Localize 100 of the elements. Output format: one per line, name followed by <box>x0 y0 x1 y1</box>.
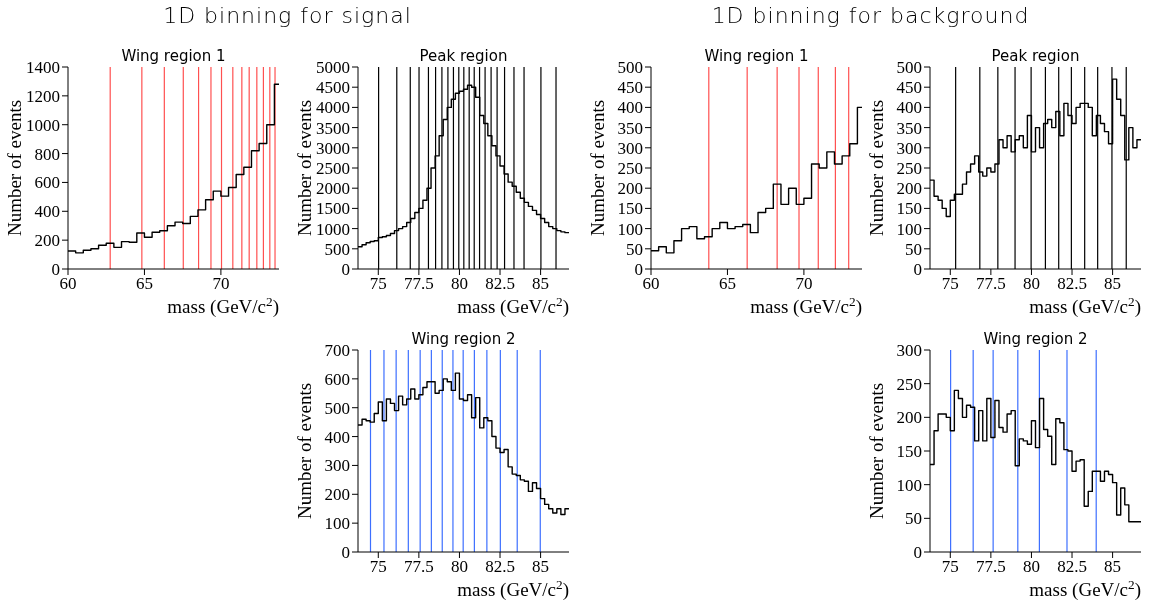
y-tick-label: 250 <box>896 159 922 179</box>
y-tick-label: 350 <box>617 118 643 138</box>
x-tick-label: 60 <box>642 274 660 294</box>
x-tick-label: 65 <box>135 274 153 294</box>
x-tick-label: 82.5 <box>1057 557 1087 577</box>
y-tick-label: 200 <box>324 485 350 505</box>
x-tick-label: 80 <box>450 557 468 577</box>
x-tick-label: 77.5 <box>975 557 1006 577</box>
y-tick-label: 450 <box>617 78 643 98</box>
x-tick-label: 65 <box>718 274 736 294</box>
y-tick-label: 0 <box>634 260 643 280</box>
y-tick-label: 0 <box>341 543 350 563</box>
y-tick-label: 400 <box>617 98 643 118</box>
x-tick-label: 75 <box>369 557 387 577</box>
y-tick-label: 0 <box>51 260 60 280</box>
y-tick-label: 4000 <box>316 98 350 118</box>
y-tick-label: 1200 <box>26 86 60 106</box>
x-tick-label: 80 <box>1022 274 1040 294</box>
y-tick-label: 100 <box>896 475 922 495</box>
x-tick-label: 82.5 <box>1057 274 1087 294</box>
chart-title: Wing region 2 <box>410 330 517 348</box>
y-tick-label: 500 <box>324 239 350 259</box>
y-axis-title: Number of events <box>3 99 25 237</box>
y-tick-label: 300 <box>896 341 922 361</box>
y-tick-label: 0 <box>913 260 922 280</box>
y-tick-label: 500 <box>324 398 350 418</box>
chart-title: Wing region 1 <box>120 47 227 65</box>
y-tick-label: 200 <box>896 179 922 199</box>
y-tick-label: 400 <box>324 427 350 447</box>
text: 1D binning for signal <box>162 3 413 28</box>
y-axis-title: Number of events <box>293 99 315 237</box>
y-tick-label: 100 <box>896 219 922 239</box>
x-axis-title: mass (GeV/c$^{2}$) <box>457 576 569 601</box>
x-tick-label: 80 <box>1022 557 1040 577</box>
y-tick-label: 2000 <box>316 179 350 199</box>
x-axis-title: mass (GeV/c$^{2}$) <box>1029 576 1141 601</box>
y-tick-label: 600 <box>324 369 350 389</box>
text: 1D binning for background <box>710 3 1031 28</box>
x-axis-title: mass (GeV/c$^{2}$) <box>750 293 862 318</box>
y-tick-label: 250 <box>617 159 643 179</box>
y-tick-label: 0 <box>913 543 922 563</box>
y-tick-label: 400 <box>34 202 60 222</box>
x-tick-label: 70 <box>795 274 813 294</box>
y-tick-label: 50 <box>905 509 922 529</box>
chart-title: Wing region 1 <box>703 47 810 65</box>
y-tick-label: 200 <box>34 231 60 251</box>
y-tick-label: 3500 <box>316 118 350 138</box>
y-tick-label: 1000 <box>316 219 350 239</box>
x-tick-label: 80 <box>450 274 468 294</box>
x-axis-title: mass (GeV/c$^{2}$) <box>167 293 279 318</box>
y-tick-label: 600 <box>34 173 60 193</box>
y-tick-label: 500 <box>896 58 922 78</box>
y-axis-title: Number of events <box>293 382 315 520</box>
y-tick-label: 300 <box>896 138 922 158</box>
y-tick-label: 700 <box>324 341 350 361</box>
y-tick-label: 3000 <box>316 138 350 158</box>
x-tick-label: 82.5 <box>485 557 515 577</box>
x-tick-label: 85 <box>532 557 550 577</box>
x-axis-title: mass (GeV/c$^{2}$) <box>1029 293 1141 318</box>
y-tick-label: 100 <box>324 514 350 534</box>
y-tick-label: 2500 <box>316 159 350 179</box>
y-tick-label: 5000 <box>316 58 350 78</box>
y-tick-label: 50 <box>905 239 922 259</box>
x-tick-label: 85 <box>1104 557 1122 577</box>
y-tick-label: 300 <box>617 138 643 158</box>
y-tick-label: 300 <box>324 456 350 476</box>
x-tick-label: 85 <box>1104 274 1122 294</box>
y-tick-label: 400 <box>896 98 922 118</box>
x-tick-label: 85 <box>532 274 550 294</box>
y-tick-label: 1000 <box>26 115 60 135</box>
y-tick-label: 500 <box>617 58 643 78</box>
x-tick-label: 75 <box>369 274 387 294</box>
y-tick-label: 100 <box>617 219 643 239</box>
x-tick-label: 82.5 <box>485 274 515 294</box>
chart-title: Wing region 2 <box>982 330 1089 348</box>
y-tick-label: 150 <box>896 442 922 462</box>
y-tick-label: 4500 <box>316 78 350 98</box>
y-tick-label: 150 <box>617 199 643 219</box>
chart-title: Peak region <box>418 47 509 65</box>
x-tick-label: 75 <box>941 557 959 577</box>
y-axis-title: Number of events <box>586 99 608 237</box>
x-axis-title: mass (GeV/c$^{2}$) <box>457 293 569 318</box>
x-tick-label: 77.5 <box>975 274 1006 294</box>
y-tick-label: 1500 <box>316 199 350 219</box>
y-axis-title: Number of events <box>865 382 887 520</box>
x-tick-label: 77.5 <box>403 274 434 294</box>
x-tick-label: 60 <box>59 274 77 294</box>
y-tick-label: 0 <box>341 260 350 280</box>
y-tick-label: 250 <box>896 374 922 394</box>
y-tick-label: 1400 <box>26 58 60 78</box>
y-tick-label: 800 <box>34 144 60 164</box>
x-tick-label: 75 <box>941 274 959 294</box>
chart-title: Peak region <box>990 47 1081 65</box>
y-tick-label: 150 <box>896 199 922 219</box>
y-tick-label: 200 <box>896 408 922 428</box>
y-tick-label: 450 <box>896 78 922 98</box>
y-axis-title: Number of events <box>865 99 887 237</box>
x-tick-label: 70 <box>212 274 230 294</box>
y-tick-label: 50 <box>626 239 643 259</box>
x-tick-label: 77.5 <box>403 557 434 577</box>
